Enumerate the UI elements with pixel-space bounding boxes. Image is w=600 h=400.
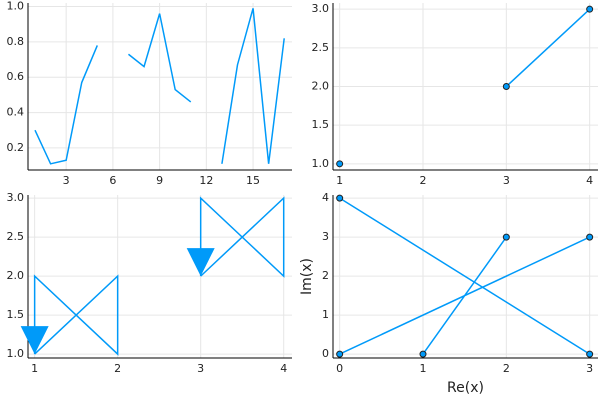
y-tick-label: 1.5: [7, 308, 25, 321]
y-tick-label: 1.0: [7, 0, 25, 13]
y-tick-label: 0.8: [7, 35, 25, 48]
y-tick-label: 3: [322, 230, 329, 243]
arrowhead: [186, 248, 215, 277]
line: [339, 197, 591, 355]
marker: [502, 233, 510, 241]
marker: [336, 194, 344, 202]
x-tick-label: 1: [336, 174, 343, 187]
x-tick-label: 3: [503, 174, 510, 187]
y-tick-label: 2.0: [312, 80, 330, 93]
marker: [419, 350, 427, 358]
x-tick-label: 12: [199, 174, 213, 187]
line: [34, 8, 285, 165]
y-tick-label: 0: [322, 347, 329, 360]
x-tick-label: 2: [503, 362, 510, 375]
y-tick-label: 2: [322, 269, 329, 282]
x-tick-label: 4: [280, 362, 287, 375]
marker: [502, 83, 510, 90]
x-tick-label: 2: [420, 174, 427, 187]
line: [33, 274, 119, 356]
x-tick-label: 2: [114, 362, 121, 375]
y-tick-label: 2.5: [312, 41, 330, 54]
x-tick-label: 0: [336, 362, 343, 375]
x-tick-label: 3: [197, 362, 204, 375]
marker: [586, 233, 594, 241]
y-tick-label: 0.4: [7, 106, 25, 119]
y-tick-label: 0.2: [7, 141, 25, 154]
y-tick-label: 2.0: [7, 269, 25, 282]
marker: [336, 160, 344, 168]
y-axis-label: Im(x): [299, 258, 315, 295]
marker: [336, 350, 344, 358]
x-tick-label: 9: [156, 174, 163, 187]
y-tick-label: 1: [322, 308, 329, 321]
y-tick-label: 0.6: [7, 70, 25, 83]
y-tick-label: 3.0: [312, 2, 330, 15]
x-tick-label: 1: [420, 362, 427, 375]
marker: [586, 5, 594, 13]
x-tick-label: 1: [31, 362, 38, 375]
y-tick-label: 3.0: [7, 191, 25, 204]
line: [199, 196, 285, 278]
arrowhead: [20, 326, 49, 355]
marker: [586, 350, 594, 358]
x-tick-label: 4: [586, 174, 593, 187]
line: [505, 8, 591, 88]
x-axis-label: Re(x): [447, 380, 484, 396]
x-tick-label: 15: [246, 174, 260, 187]
y-tick-label: 2.5: [7, 230, 25, 243]
y-tick-label: 1.0: [7, 347, 25, 360]
y-tick-label: 4: [322, 191, 329, 204]
y-tick-label: 1.5: [312, 118, 330, 131]
x-tick-label: 3: [63, 174, 70, 187]
y-tick-label: 1.0: [312, 157, 330, 170]
x-tick-label: 3: [586, 362, 593, 375]
x-tick-label: 6: [109, 174, 116, 187]
